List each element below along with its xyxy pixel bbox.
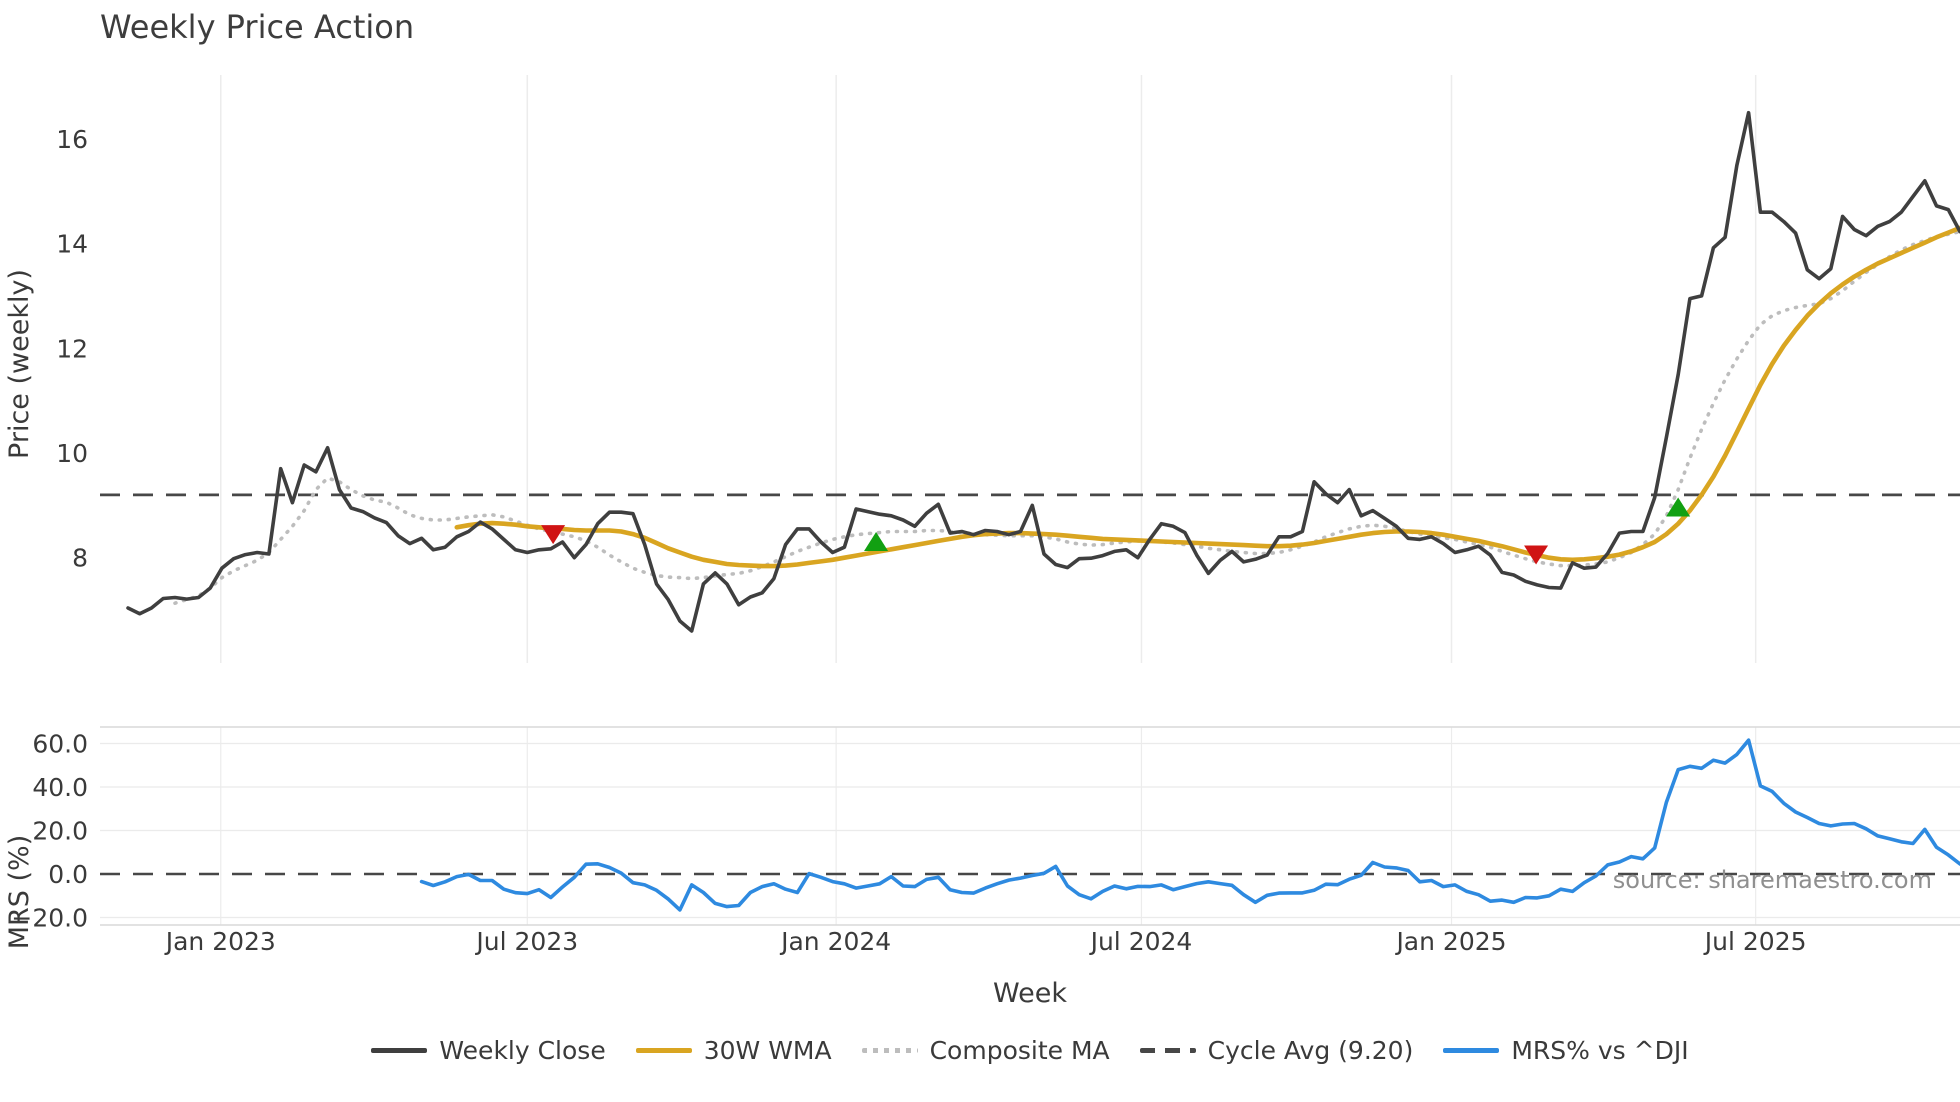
weekly-close-line-swatch-icon xyxy=(371,1048,428,1053)
legend: Weekly Close 30W WMA Composite MA Cycle … xyxy=(100,1036,1960,1065)
legend-label: Composite MA xyxy=(929,1036,1110,1065)
svg-text:Jul 2024: Jul 2024 xyxy=(1089,927,1193,956)
composite-ma-dotted-swatch-icon xyxy=(861,1048,918,1053)
mrs-axis-label: MRS (%) xyxy=(4,834,35,950)
legend-label: Weekly Close xyxy=(439,1036,606,1065)
source-attribution: source: sharemaestro.com xyxy=(1612,866,1932,894)
legend-label: 30W WMA xyxy=(703,1036,832,1065)
svg-text:Jan 2023: Jan 2023 xyxy=(164,927,276,956)
svg-text:20.0: 20.0 xyxy=(32,817,88,846)
svg-text:8: 8 xyxy=(72,544,88,573)
svg-text:14: 14 xyxy=(56,230,88,259)
svg-text:40.0: 40.0 xyxy=(32,773,88,802)
svg-text:−20.0: −20.0 xyxy=(11,904,88,933)
svg-text:10: 10 xyxy=(56,439,88,468)
svg-text:Jan 2025: Jan 2025 xyxy=(1394,927,1506,956)
svg-text:12: 12 xyxy=(56,334,88,363)
buy-signal-marker xyxy=(1666,497,1691,517)
wma-line-swatch-icon xyxy=(635,1048,692,1053)
x-axis-label: Week xyxy=(993,978,1067,1009)
buy-signal-marker xyxy=(864,531,889,551)
legend-label: Cycle Avg (9.20) xyxy=(1207,1036,1414,1065)
legend-item-cycle-avg: Cycle Avg (9.20) xyxy=(1139,1036,1414,1065)
mrs-line-swatch-icon xyxy=(1443,1048,1500,1053)
sell-signal-marker xyxy=(1524,545,1549,565)
svg-text:0.0: 0.0 xyxy=(48,860,88,889)
price-axis-label: Price (weekly) xyxy=(4,269,35,459)
sell-signal-marker xyxy=(541,525,566,545)
legend-label: MRS% vs ^DJI xyxy=(1511,1036,1689,1065)
svg-text:60.0: 60.0 xyxy=(32,730,88,759)
legend-item-composite-ma: Composite MA xyxy=(861,1036,1110,1065)
svg-text:Jul 2023: Jul 2023 xyxy=(474,927,578,956)
svg-text:Jan 2024: Jan 2024 xyxy=(779,927,891,956)
legend-item-30w-wma: 30W WMA xyxy=(635,1036,832,1065)
svg-text:Jul 2025: Jul 2025 xyxy=(1703,927,1807,956)
svg-text:16: 16 xyxy=(56,125,88,154)
chart-title: Weekly Price Action xyxy=(100,8,415,46)
legend-item-mrs: MRS% vs ^DJI xyxy=(1443,1036,1689,1065)
legend-item-weekly-close: Weekly Close xyxy=(371,1036,606,1065)
cycle-avg-dashed-swatch-icon xyxy=(1139,1048,1196,1053)
